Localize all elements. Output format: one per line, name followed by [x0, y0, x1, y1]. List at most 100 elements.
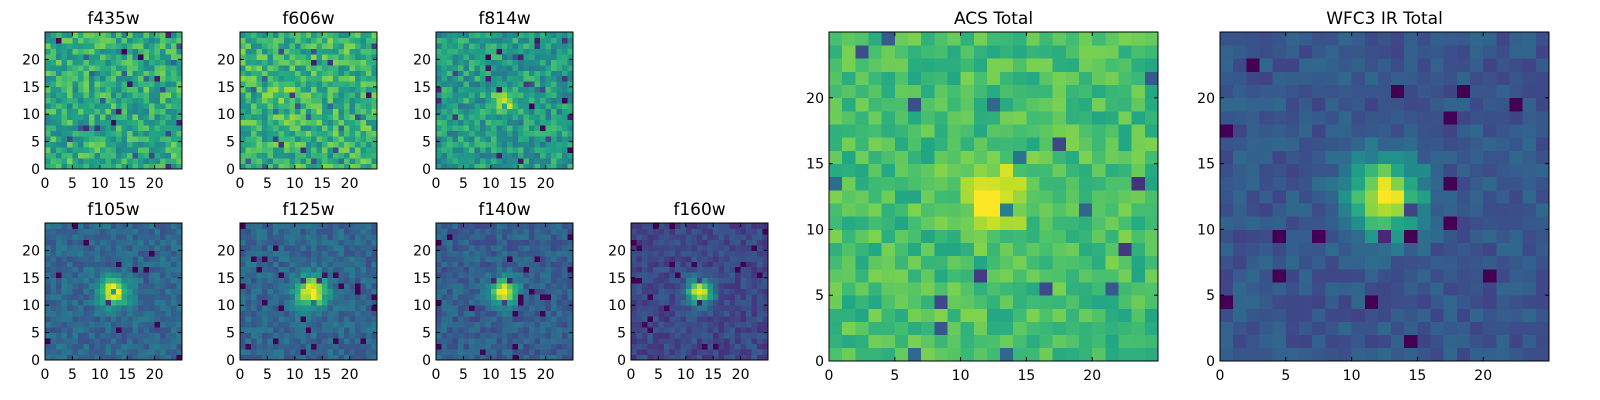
- heatmap-cell: [61, 354, 68, 361]
- heatmap-cell: [746, 305, 752, 312]
- heatmap-cell: [468, 158, 475, 164]
- heatmap-cell: [311, 250, 318, 257]
- heatmap-cell: [327, 114, 334, 121]
- heatmap-cell: [523, 163, 530, 170]
- heatmap-cell: [746, 310, 752, 317]
- heatmap-cell: [72, 64, 79, 71]
- heatmap-cell: [360, 48, 367, 55]
- heatmap-cell: [446, 277, 453, 284]
- heatmap-cell: [349, 152, 356, 159]
- heatmap-cell: [691, 310, 698, 317]
- heatmap-cell: [751, 228, 758, 235]
- heatmap-cell: [474, 42, 481, 49]
- heatmap-cell: [457, 305, 464, 312]
- heatmap-cell: [696, 294, 703, 301]
- heatmap-cell: [1052, 242, 1067, 257]
- heatmap-cell: [66, 32, 73, 38]
- heatmap-cell: [61, 239, 68, 246]
- heatmap-cell: [479, 42, 486, 49]
- heatmap-cell: [316, 332, 323, 339]
- heatmap-cell: [72, 81, 79, 88]
- heatmap-cell: [436, 70, 442, 77]
- heatmap-cell: [1118, 282, 1133, 296]
- heatmap-cell: [545, 349, 552, 355]
- heatmap-cell: [702, 283, 709, 290]
- heatmap-cell: [132, 81, 139, 88]
- heatmap-cell: [740, 244, 747, 251]
- heatmap-cell: [132, 343, 139, 350]
- heatmap-cell: [757, 266, 763, 273]
- heatmap-cell: [696, 250, 703, 257]
- heatmap-cell: [713, 277, 720, 284]
- heatmap-cell: [138, 310, 145, 317]
- heatmap-cell: [1039, 229, 1054, 243]
- heatmap-cell: [457, 288, 464, 295]
- heatmap-cell: [45, 108, 51, 115]
- heatmap-cell: [116, 86, 123, 93]
- heatmap-cell: [735, 272, 741, 279]
- heatmap-cell: [441, 42, 448, 49]
- heatmap-cell: [641, 354, 648, 361]
- heatmap-image: [436, 223, 574, 361]
- heatmap-cell: [261, 239, 268, 246]
- heatmap-cell: [446, 299, 453, 306]
- heatmap-cell: [294, 92, 301, 99]
- heatmap-cell: [490, 152, 497, 159]
- heatmap-cell: [333, 108, 340, 115]
- heatmap-cell: [540, 158, 546, 164]
- heatmap-cell: [121, 70, 128, 77]
- heatmap-cell: [83, 239, 90, 246]
- heatmap-cell: [1052, 334, 1067, 349]
- heatmap-cell: [713, 349, 720, 355]
- heatmap-cell: [261, 70, 268, 77]
- heatmap-cell: [278, 130, 285, 137]
- heatmap-cell: [154, 141, 161, 148]
- heatmap-cell: [245, 250, 252, 257]
- heatmap-cell: [338, 288, 345, 295]
- heatmap-cell: [562, 332, 568, 339]
- heatmap-cell: [855, 347, 869, 362]
- heatmap-cell: [127, 338, 134, 344]
- heatmap-cell: [289, 223, 296, 229]
- heatmap-cell: [501, 338, 508, 344]
- heatmap-cell: [240, 332, 246, 339]
- heatmap-cell: [165, 250, 172, 257]
- heatmap-cell: [66, 108, 73, 115]
- heatmap-cell: [485, 294, 492, 301]
- heatmap-cell: [50, 250, 57, 257]
- heatmap-cell: [165, 136, 172, 142]
- heatmap-cell: [272, 310, 279, 317]
- heatmap-cell: [61, 32, 68, 38]
- heatmap-cell: [829, 334, 843, 349]
- heatmap-cell: [366, 70, 372, 77]
- heatmap-cell: [143, 114, 150, 121]
- heatmap-cell: [305, 338, 312, 344]
- heatmap-cell: [371, 327, 378, 333]
- heatmap-cell: [267, 321, 274, 328]
- heatmap-cell: [501, 37, 508, 44]
- heatmap-cell: [529, 37, 536, 44]
- heatmap-cell: [960, 203, 975, 217]
- heatmap-cell: [94, 152, 101, 159]
- heatmap-cell: [1092, 189, 1106, 204]
- heatmap-cell: [83, 158, 90, 164]
- heatmap-cell: [707, 305, 714, 312]
- heatmap-cell: [116, 223, 123, 229]
- heatmap-cell: [757, 288, 763, 295]
- heatmap-cell: [50, 332, 57, 339]
- heatmap-cell: [289, 228, 296, 235]
- heatmap-cell: [518, 250, 525, 257]
- heatmap-cell: [441, 266, 448, 273]
- heatmap-cell: [751, 277, 758, 284]
- heatmap-cell: [267, 97, 274, 104]
- heatmap-cell: [523, 136, 530, 142]
- heatmap-cell: [371, 125, 378, 132]
- heatmap-cell: [110, 114, 117, 121]
- heatmap-cell: [322, 327, 329, 333]
- heatmap-cell: [267, 266, 274, 273]
- heatmap-cell: [556, 299, 563, 306]
- heatmap-cell: [452, 75, 459, 82]
- heatmap-cell: [338, 70, 345, 77]
- heatmap-cell: [523, 332, 530, 339]
- heatmap-cell: [72, 310, 79, 317]
